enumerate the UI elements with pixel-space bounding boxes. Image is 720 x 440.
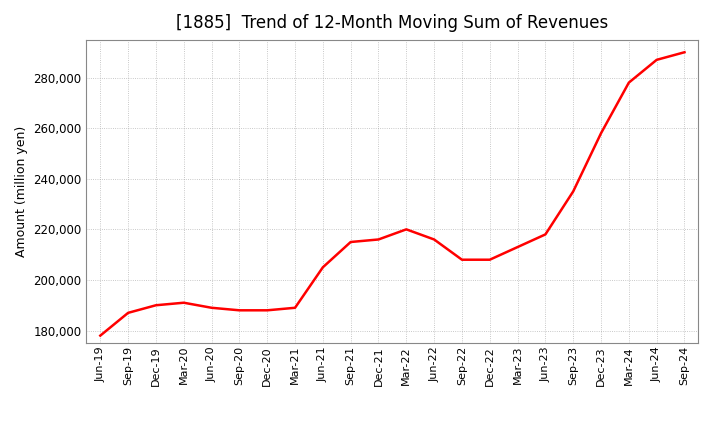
Title: [1885]  Trend of 12-Month Moving Sum of Revenues: [1885] Trend of 12-Month Moving Sum of R… [176, 15, 608, 33]
Y-axis label: Amount (million yen): Amount (million yen) [14, 126, 28, 257]
